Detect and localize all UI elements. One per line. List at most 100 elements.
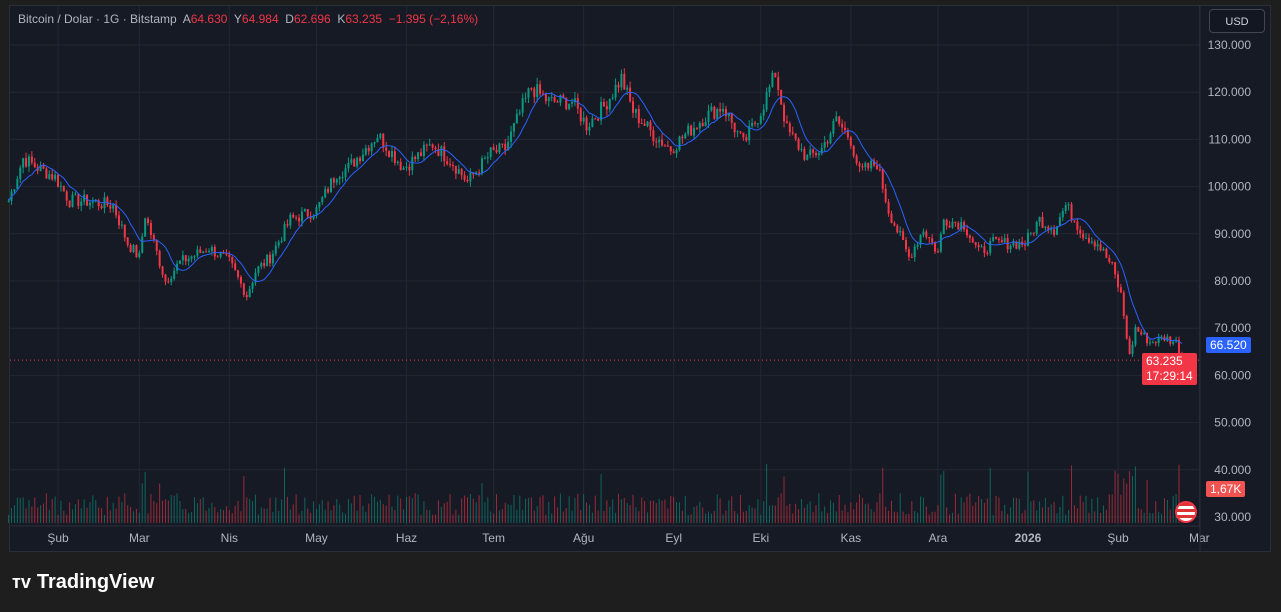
- candle: [582, 117, 585, 122]
- volume-bar: [388, 494, 390, 523]
- volume-bar: [557, 507, 559, 523]
- candle: [1035, 221, 1038, 234]
- candle: [518, 112, 521, 114]
- volume-bar: [1071, 465, 1073, 523]
- volume-bar: [45, 493, 47, 523]
- candle: [544, 94, 547, 102]
- candle: [1061, 210, 1064, 218]
- candle: [155, 240, 158, 251]
- volume-bar: [469, 493, 471, 523]
- volume-bar: [815, 505, 817, 523]
- candle: [74, 194, 77, 196]
- volume-bar: [943, 471, 945, 523]
- candle: [149, 223, 152, 236]
- candle: [992, 237, 995, 241]
- volume-bar: [1041, 507, 1043, 523]
- volume-bar: [397, 495, 399, 523]
- candle: [309, 216, 312, 219]
- candle: [855, 155, 858, 164]
- candle: [123, 224, 126, 238]
- candle: [300, 211, 303, 222]
- candle: [989, 240, 992, 254]
- candle: [637, 109, 640, 124]
- change-value: −1.395 (−2,16%): [388, 12, 479, 26]
- candle: [864, 163, 867, 168]
- x-tick-label: Ağu: [573, 531, 594, 545]
- volume-bar: [554, 496, 556, 523]
- volume-bar: [371, 494, 373, 523]
- candle: [870, 160, 873, 169]
- volume-bar: [92, 495, 94, 523]
- volume-bar: [1027, 471, 1029, 523]
- candle: [553, 96, 556, 102]
- candle: [1029, 232, 1032, 234]
- candle: [623, 73, 626, 90]
- volume-bar: [257, 514, 259, 523]
- candle: [678, 136, 681, 150]
- candle: [704, 121, 707, 127]
- candle: [884, 188, 887, 202]
- candle: [742, 132, 745, 138]
- volume-bar: [461, 498, 463, 523]
- candle: [1134, 327, 1137, 345]
- currency-button[interactable]: USD: [1209, 9, 1265, 33]
- candle: [730, 113, 733, 123]
- volume-bar: [252, 500, 254, 523]
- candle: [42, 165, 45, 169]
- volume-bar: [1163, 498, 1165, 523]
- candle: [1024, 244, 1027, 246]
- volume-bar: [385, 505, 387, 523]
- tradingview-logo[interactable]: ᴛᴠ TradingView: [12, 571, 154, 594]
- candle: [260, 263, 263, 267]
- volume-bar: [391, 506, 393, 523]
- volume-bar: [818, 493, 820, 523]
- volume-bar: [783, 476, 785, 523]
- candle: [666, 145, 669, 147]
- volume-bar: [254, 494, 256, 523]
- volume-bar: [841, 510, 843, 523]
- candle: [768, 86, 771, 93]
- volume-bar: [153, 501, 155, 523]
- volume-bar: [603, 511, 605, 523]
- volume-bar: [766, 463, 768, 523]
- candle: [1148, 342, 1151, 344]
- us-flag-event-icon[interactable]: [1175, 501, 1197, 523]
- volume-bar: [124, 493, 126, 523]
- candle: [152, 235, 155, 241]
- volume-bar: [981, 499, 983, 523]
- volume-bar: [1010, 507, 1012, 523]
- volume-bar: [681, 510, 683, 523]
- volume-bar: [452, 514, 454, 523]
- volume-bar: [34, 497, 36, 523]
- volume-bar: [458, 514, 460, 523]
- candle: [841, 123, 844, 128]
- volume-bar: [594, 495, 596, 523]
- volume-bar: [164, 499, 166, 523]
- candle: [135, 245, 138, 258]
- volume-bar: [162, 500, 164, 523]
- candle: [945, 219, 948, 226]
- candle: [960, 222, 963, 230]
- candle: [341, 177, 344, 179]
- volume-bar: [8, 514, 10, 523]
- candle: [547, 97, 550, 102]
- chart-pane[interactable]: [9, 5, 1271, 552]
- volume-bar: [225, 506, 227, 523]
- candle: [48, 174, 51, 179]
- candle: [62, 185, 65, 192]
- candle: [826, 142, 829, 144]
- candle: [181, 255, 184, 261]
- candle: [344, 168, 347, 178]
- volume-bar: [737, 513, 739, 523]
- candle: [91, 201, 94, 203]
- volume-bar: [417, 494, 419, 523]
- y-tick-label: 80.000: [1214, 274, 1251, 288]
- candle: [896, 225, 899, 233]
- volume-bar: [19, 498, 21, 523]
- volume-bar: [1059, 506, 1061, 523]
- x-tick-label: Mar: [129, 531, 150, 545]
- volume-bar: [1126, 483, 1128, 523]
- volume-bar: [487, 497, 489, 523]
- candle: [605, 106, 608, 110]
